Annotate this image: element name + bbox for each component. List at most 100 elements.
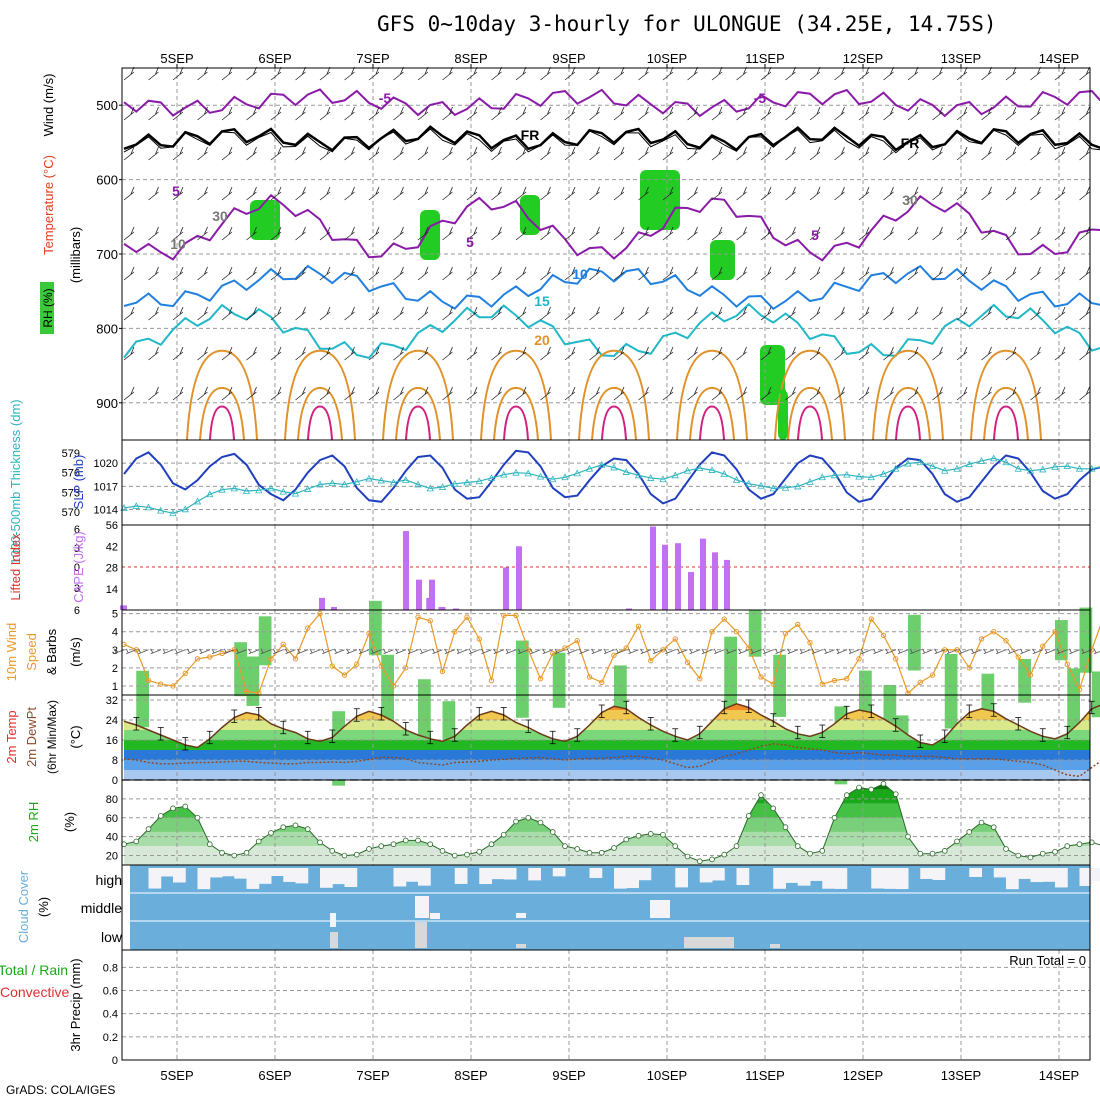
- wind-barb: [491, 386, 502, 401]
- bottom-date-label: 8SEP: [454, 1068, 487, 1083]
- wind-barb: [172, 106, 184, 121]
- high-cloud-bar: [895, 868, 909, 890]
- middle-cloud-bar: [330, 913, 336, 927]
- wind-barb: [883, 306, 894, 321]
- wind-barb: [368, 226, 380, 241]
- high-cloud-bar: [993, 868, 1007, 878]
- wind-barb: [956, 226, 968, 241]
- wind-speed-marker: [917, 679, 923, 686]
- contour-label: -5: [754, 90, 767, 106]
- wind-speed-marker: [574, 638, 580, 644]
- surface-wind-barb: [542, 648, 553, 655]
- li-axis-label: Lifted Index: [8, 533, 23, 601]
- wind-barb: [858, 146, 870, 161]
- wind-barb: [711, 306, 723, 321]
- rh-marker: [966, 829, 973, 835]
- wind-barb: [1030, 226, 1041, 241]
- rh-marker: [341, 852, 348, 859]
- thickness-marker: [1026, 466, 1035, 474]
- isotherm-30: [405, 405, 431, 441]
- wind-barb: [662, 266, 674, 281]
- rh-marker: [1052, 848, 1058, 855]
- isotherm-30: [895, 405, 921, 441]
- rh-marker: [317, 839, 323, 846]
- isotherm-20: [774, 349, 846, 441]
- wind-barb: [442, 226, 453, 241]
- thickness-ytick-label: 570: [62, 507, 80, 519]
- surface-wind-barb: [285, 648, 296, 655]
- wind-barb: [344, 106, 355, 121]
- rh-shade-saturated: [420, 210, 440, 260]
- minmax-errorbar: [182, 737, 189, 751]
- li-ytick-label: 0: [74, 562, 80, 574]
- upper-air-temp-label: Temperature (°C): [41, 155, 56, 255]
- surface-wind-barb: [383, 648, 394, 655]
- wind-barb: [711, 186, 723, 201]
- wind-barb: [540, 306, 551, 321]
- wind-speed-marker: [378, 663, 384, 669]
- minmax-errorbar: [990, 703, 997, 717]
- isotherm-25: [493, 386, 539, 441]
- isotherm-30: [993, 405, 1019, 441]
- wind-barb: [1005, 186, 1017, 201]
- cape-bar: [626, 608, 632, 610]
- minmax-errorbar: [500, 707, 507, 721]
- thickness-marker: [683, 466, 692, 474]
- wind-speed-line: [123, 612, 1100, 695]
- wind-barb: [760, 186, 772, 201]
- wind-barb: [883, 106, 894, 121]
- wind-axis-label-4: (m/s): [68, 637, 83, 667]
- wind-barb: [246, 266, 257, 281]
- wind-speed-marker: [635, 623, 642, 629]
- rh-marker: [513, 818, 519, 825]
- contour-label: -5: [379, 90, 392, 106]
- cape-bar: [516, 546, 522, 610]
- wind-barb: [368, 146, 380, 161]
- wind-barb: [834, 186, 845, 201]
- isotherm-minus5: [123, 88, 1100, 118]
- surface-wind-barb: [836, 648, 847, 655]
- middle-cloud-bar: [430, 913, 440, 919]
- wind-barb: [246, 106, 257, 121]
- thickness-marker: [1002, 458, 1010, 466]
- rh-marker: [696, 858, 703, 865]
- wind-barb: [1030, 306, 1041, 321]
- wind-speed-marker: [782, 630, 789, 637]
- wind-speed-marker: [733, 629, 740, 635]
- wind-barb: [981, 346, 992, 361]
- rh-marker: [709, 856, 715, 863]
- wind-speed-marker: [1027, 672, 1034, 678]
- surface-wind-barb: [236, 648, 247, 655]
- wind-barb: [466, 226, 478, 241]
- wind-speed-marker: [329, 663, 335, 669]
- wind-speed-marker: [427, 618, 433, 624]
- contour-label: 5: [172, 183, 180, 199]
- temp-band: [124, 730, 1090, 740]
- precip-axis-label-2: Convective: [0, 984, 69, 1000]
- surface-wind-barb: [726, 648, 737, 655]
- wind-speed-marker: [207, 654, 213, 660]
- rh-marker: [1039, 850, 1046, 857]
- surface-wind-barb: [162, 648, 174, 655]
- wind-barb: [785, 266, 796, 281]
- thickness-marker: [144, 503, 153, 511]
- wind-speed-marker: [844, 676, 850, 682]
- high-cloud-bar: [589, 868, 603, 878]
- wind-speed-marker: [586, 674, 593, 680]
- thickness-marker: [340, 480, 349, 488]
- wind-speed-marker: [513, 612, 519, 619]
- wind-barb: [907, 186, 919, 201]
- thickness-ytick-label: 573: [62, 487, 80, 499]
- bottom-date-label: 13SEP: [941, 1068, 981, 1083]
- thickness-marker: [132, 502, 140, 509]
- high-cloud-bar: [528, 868, 541, 881]
- wind-speed-marker: [292, 656, 299, 662]
- wind-barb: [417, 266, 429, 281]
- cape-bar: [688, 572, 694, 610]
- wind-barb: [932, 266, 943, 281]
- rh-marker: [304, 826, 311, 832]
- isotherm-25: [199, 386, 245, 441]
- wind-barb: [564, 146, 576, 161]
- thickness-marker: [463, 478, 471, 486]
